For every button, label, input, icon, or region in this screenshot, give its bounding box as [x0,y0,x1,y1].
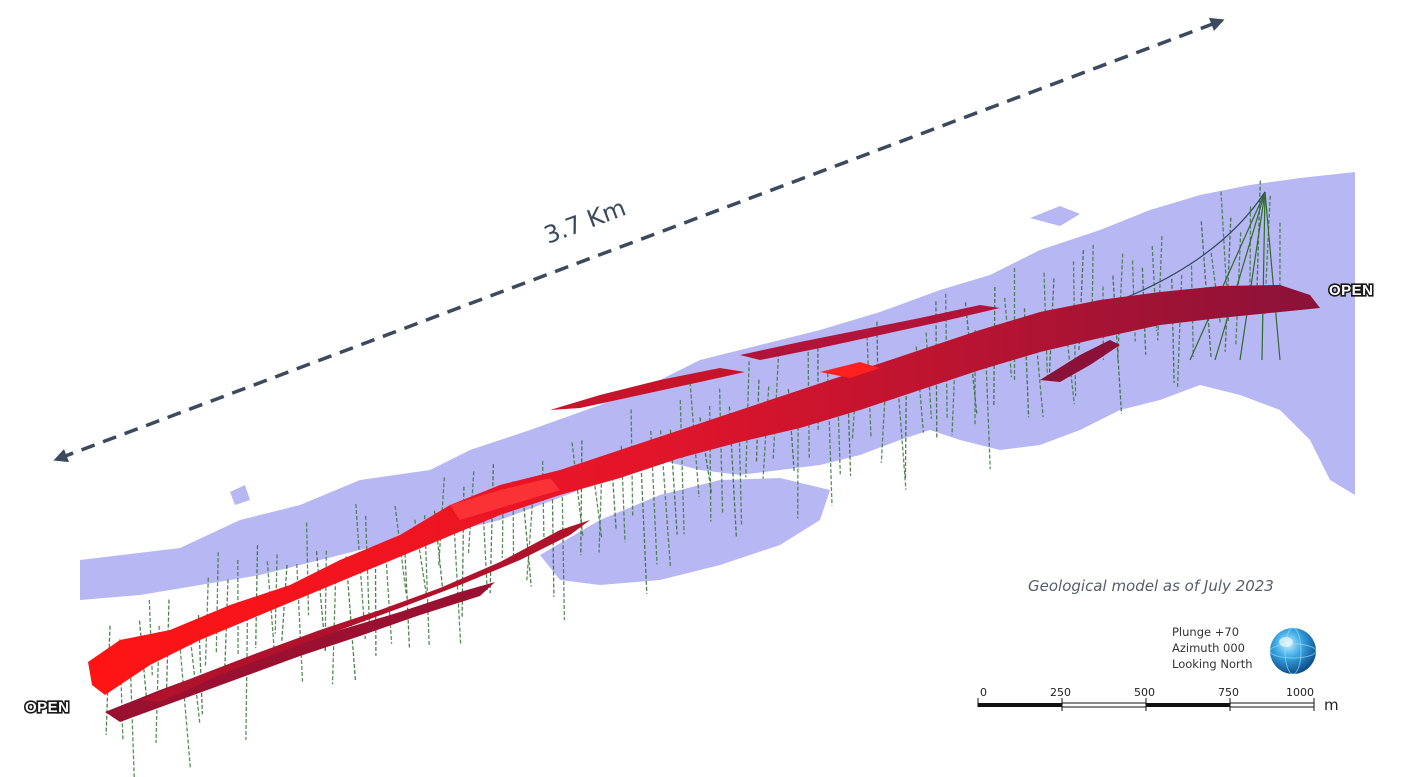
orientation-info: Plunge +70 Azimuth 000 Looking North [1172,624,1253,672]
drillhole-trace [620,445,626,543]
drillhole-trace [482,520,488,592]
drillhole-trace [224,579,229,673]
drillhole-trace [197,614,204,715]
drillhole-trace [453,525,462,646]
drillhole-trace [561,497,566,621]
drillhole-trace [305,522,310,616]
bright-zone [450,478,560,520]
lower-lens-1 [105,582,495,722]
scale-tick-750: 750 [1218,686,1239,699]
lower-lens-2 [140,520,590,702]
drillhole-trace [640,460,648,594]
drillhole-trace [489,464,495,594]
azimuth-value: Azimuth 000 [1172,641,1245,655]
drillhole-trace [364,515,371,631]
scale-tick-0: 0 [980,686,987,699]
drillhole-trace [1224,217,1232,352]
drillhole-trace [551,493,555,598]
drillhole-trace [526,498,534,581]
drillhole-trace [679,400,685,535]
scale-unit: m [1324,696,1339,714]
drillhole-trace [598,477,603,553]
drillhole-trace [467,471,475,554]
topographic-surface [80,172,1355,600]
drillhole-trace [1239,191,1266,361]
scale-tick-250: 250 [1050,686,1071,699]
drillhole-trace [188,623,201,725]
drillhole-trace [215,552,219,654]
drillhole-trace [1264,191,1281,361]
plunge-value: Plunge +70 [1172,625,1240,639]
length-annotation: 3.7 Km [540,194,629,250]
drillhole-trace [659,430,672,569]
scale-tick-500: 500 [1134,686,1155,699]
drillhole-trace [522,495,532,587]
drillhole-trace [669,429,678,535]
drillhole-trace [1261,191,1266,361]
drillhole-trace [404,553,411,649]
scale-bar: 0 250 500 750 1000 m [977,686,1339,714]
drillhole-trace [650,430,658,565]
open-label-right: OPEN [1329,282,1374,299]
drillhole-trace [119,639,124,741]
model-caption: Geological model as of July 2023 [1028,577,1274,595]
looking-direction: Looking North [1172,657,1253,671]
open-label-left: OPEN [25,699,70,716]
scale-tick-1000: 1000 [1286,686,1314,699]
drillhole-trace [384,546,393,644]
drillhole-trace [178,631,191,768]
drillhole-trace [165,599,170,704]
orientation-globe-icon [1269,627,1317,675]
